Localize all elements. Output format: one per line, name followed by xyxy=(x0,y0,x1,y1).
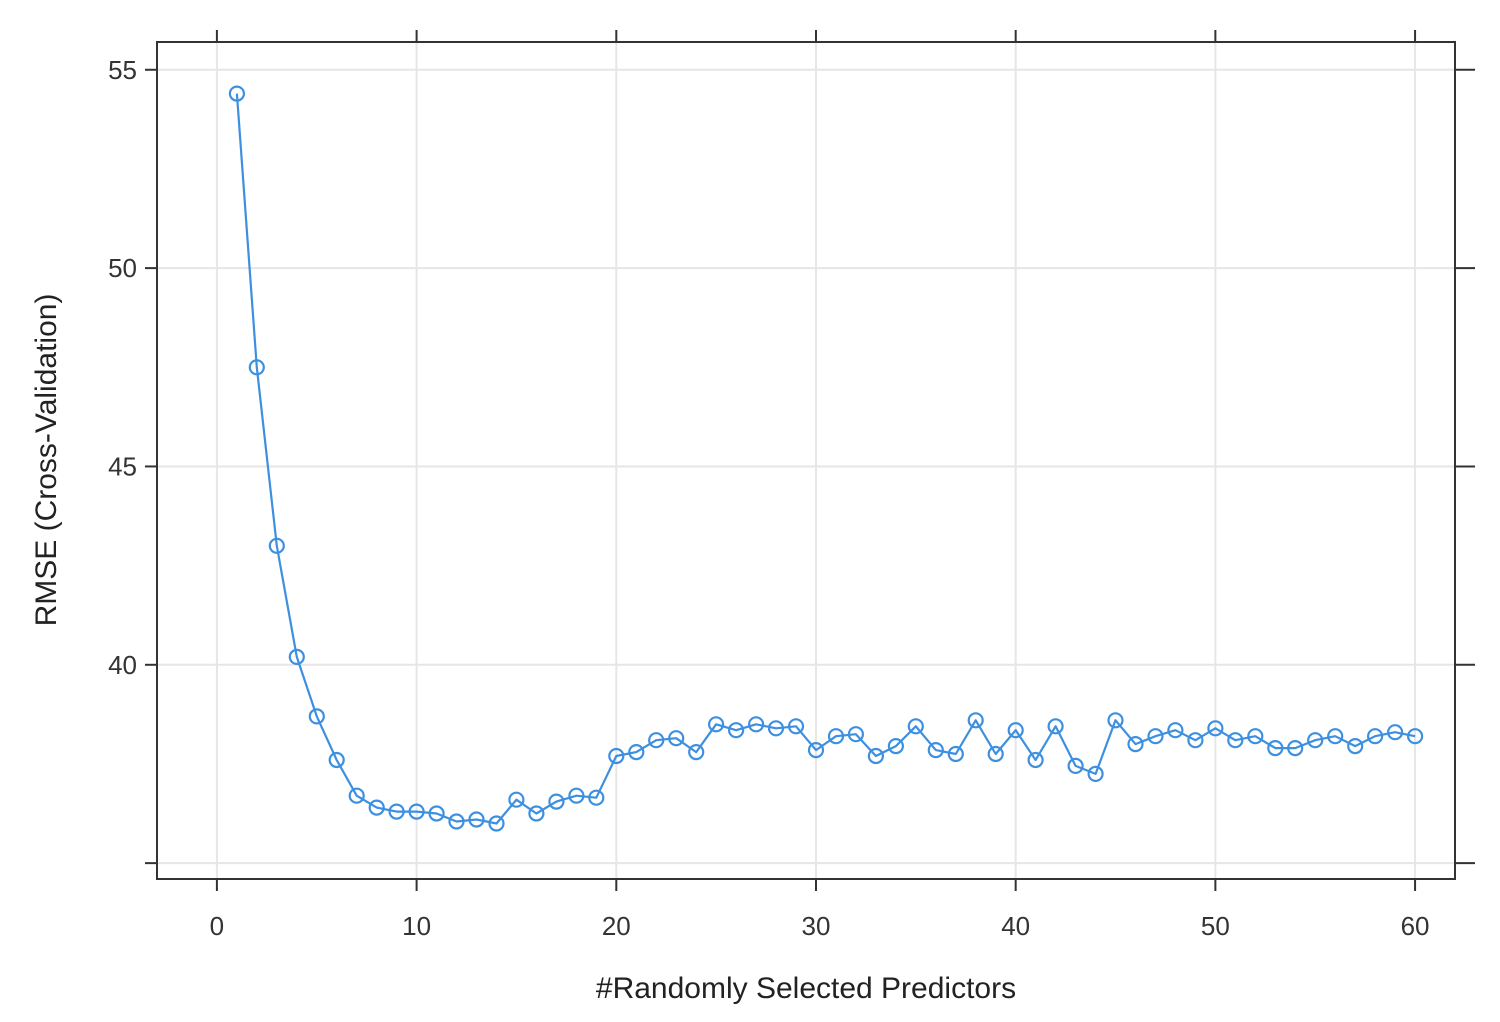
x-tick-label: 60 xyxy=(1401,911,1430,941)
data-point xyxy=(1147,728,1164,745)
data-point xyxy=(648,732,665,749)
data-point xyxy=(907,718,924,735)
series-layer xyxy=(228,85,1424,832)
x-tick-label: 20 xyxy=(602,911,631,941)
data-point xyxy=(807,741,825,759)
data-point xyxy=(1227,732,1244,749)
data-point xyxy=(1167,722,1184,739)
data-point xyxy=(1307,732,1324,749)
data-point xyxy=(488,815,505,832)
x-axis-title: #Randomly Selected Predictors xyxy=(596,972,1016,1005)
data-point xyxy=(927,741,944,759)
data-point xyxy=(1386,724,1404,741)
data-point xyxy=(1107,712,1124,729)
y-tick-label: 55 xyxy=(108,55,137,85)
data-point xyxy=(388,803,405,820)
x-tick-label: 50 xyxy=(1201,911,1230,941)
data-point xyxy=(328,751,345,769)
data-point xyxy=(508,791,525,808)
data-point xyxy=(248,359,265,376)
data-point xyxy=(308,708,325,725)
data-point xyxy=(1347,737,1364,755)
data-point xyxy=(787,718,805,735)
x-tick-label: 0 xyxy=(210,911,224,941)
data-point xyxy=(568,787,585,804)
data-point xyxy=(1247,728,1264,745)
x-tick-label: 40 xyxy=(1001,911,1030,941)
data-point xyxy=(1087,765,1104,783)
data-point xyxy=(867,747,885,765)
data-point xyxy=(1406,728,1424,745)
data-point xyxy=(947,745,964,763)
data-point xyxy=(1007,722,1024,739)
data-point xyxy=(707,716,725,733)
data-point xyxy=(767,720,785,737)
x-tick-label: 30 xyxy=(802,911,831,941)
data-point xyxy=(628,743,645,761)
plot-frame xyxy=(156,41,1456,880)
data-point xyxy=(727,722,745,739)
y-tick-label: 50 xyxy=(108,253,137,283)
data-point xyxy=(268,537,285,554)
data-point xyxy=(1027,751,1044,769)
data-point xyxy=(1327,728,1344,745)
data-point xyxy=(468,811,485,828)
data-point xyxy=(608,747,625,765)
data-point xyxy=(1207,720,1224,737)
data-point xyxy=(668,730,685,747)
data-point xyxy=(408,803,425,820)
data-point xyxy=(428,805,445,822)
data-point xyxy=(288,648,305,666)
data-point xyxy=(887,737,905,755)
data-point xyxy=(528,805,545,822)
y-axis-title: RMSE (Cross-Validation) xyxy=(30,294,63,627)
series-line xyxy=(235,93,1416,825)
x-tick-label: 10 xyxy=(402,911,431,941)
axis-ticks: 0 10 20 30 40 50 60 40 45 50 55 xyxy=(108,30,1475,941)
y-tick-label: 45 xyxy=(108,451,137,481)
data-point xyxy=(1287,739,1304,757)
data-point xyxy=(1067,757,1084,775)
data-point xyxy=(967,712,984,729)
data-point xyxy=(448,813,465,830)
data-point xyxy=(548,793,565,810)
data-point xyxy=(1047,718,1064,735)
y-tick-label: 40 xyxy=(108,650,137,680)
data-point xyxy=(847,726,865,743)
data-point xyxy=(1267,739,1284,757)
data-point xyxy=(368,799,385,816)
data-point xyxy=(688,743,705,761)
grid xyxy=(157,42,1455,879)
data-point xyxy=(1366,728,1384,745)
data-point xyxy=(588,789,605,806)
data-point xyxy=(987,745,1004,763)
data-point xyxy=(1127,735,1144,753)
data-point xyxy=(228,85,245,102)
data-point xyxy=(747,716,765,733)
data-point xyxy=(827,728,845,745)
data-point xyxy=(348,787,365,804)
data-point xyxy=(1187,732,1204,749)
